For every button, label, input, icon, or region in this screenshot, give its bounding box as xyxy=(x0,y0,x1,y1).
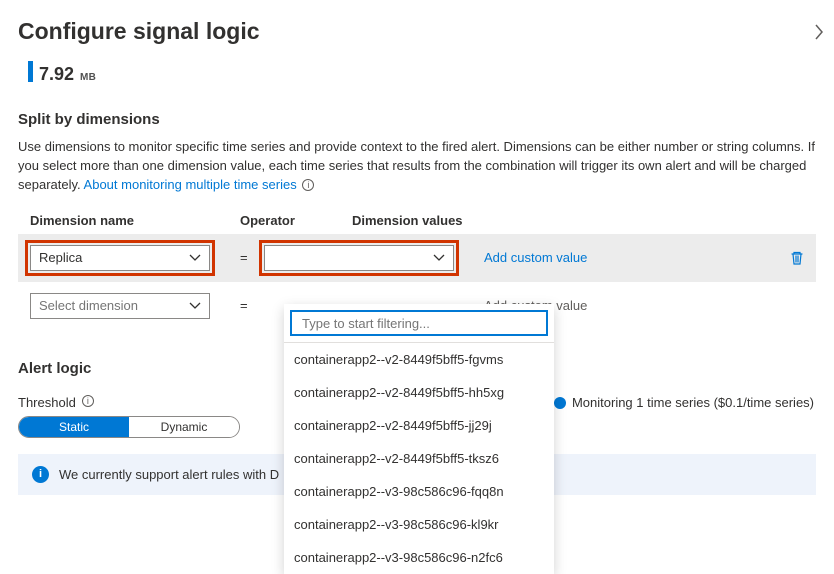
dropdown-filter-input[interactable] xyxy=(290,310,548,336)
dropdown-option[interactable]: containerapp2--v3-98c586c96-fqq8n xyxy=(284,475,554,508)
page-title: Configure signal logic xyxy=(18,18,816,45)
operator-value: = xyxy=(240,250,264,265)
dropdown-option[interactable]: containerapp2--v2-8449f5bff5-hh5xg xyxy=(284,376,554,409)
metric-bar-icon xyxy=(28,61,33,82)
threshold-dynamic-option[interactable]: Dynamic xyxy=(129,417,239,437)
dimension-name-select[interactable]: Select dimension xyxy=(30,293,210,319)
dropdown-option[interactable]: containerapp2--v2-8449f5bff5-jj29j xyxy=(284,409,554,442)
add-custom-value-link[interactable]: Add custom value xyxy=(484,250,587,265)
col-header-name: Dimension name xyxy=(30,213,240,228)
dimension-name-placeholder: Select dimension xyxy=(39,298,138,313)
split-heading: Split by dimensions xyxy=(18,111,816,128)
threshold-toggle: Static Dynamic xyxy=(18,416,240,438)
dimension-name-select[interactable]: Replica xyxy=(30,245,210,271)
metric-summary: 7.92 MB xyxy=(18,59,816,85)
delete-row-button[interactable] xyxy=(790,250,804,266)
info-banner-text: We currently support alert rules with D xyxy=(59,467,279,482)
dropdown-filter-field[interactable] xyxy=(300,315,538,332)
info-icon[interactable]: i xyxy=(302,179,314,191)
legend-dot-icon xyxy=(554,397,566,409)
split-description: Use dimensions to monitor specific time … xyxy=(18,138,816,195)
dropdown-option[interactable]: containerapp2--v3-98c586c96-n2fc6 xyxy=(284,541,554,574)
threshold-static-option[interactable]: Static xyxy=(19,417,129,437)
metric-unit: MB xyxy=(80,72,96,83)
dropdown-option[interactable]: containerapp2--v2-8449f5bff5-fgvms xyxy=(284,343,554,376)
col-header-values: Dimension values xyxy=(352,213,572,228)
dimension-name-value: Replica xyxy=(39,250,82,265)
monitoring-legend: Monitoring 1 time series ($0.1/time seri… xyxy=(554,395,814,410)
threshold-label-text: Threshold xyxy=(18,395,76,410)
chevron-down-icon xyxy=(189,254,201,262)
chevron-down-icon xyxy=(433,254,445,262)
operator-value: = xyxy=(240,298,264,313)
dimension-values-select[interactable] xyxy=(264,245,454,271)
dimension-row: Replica = Add custom value xyxy=(18,234,816,282)
dropdown-option[interactable]: containerapp2--v2-8449f5bff5-tksz6 xyxy=(284,442,554,475)
learn-more-link[interactable]: About monitoring multiple time series xyxy=(84,177,297,192)
metric-value: 7.92 xyxy=(39,64,74,85)
dimension-values-dropdown: containerapp2--v2-8449f5bff5-fgvms conta… xyxy=(284,304,554,574)
info-circle-icon: i xyxy=(32,466,49,483)
info-icon[interactable]: i xyxy=(82,395,94,407)
panel-next-icon[interactable] xyxy=(814,24,824,40)
col-header-op: Operator xyxy=(240,213,352,228)
chevron-down-icon xyxy=(189,302,201,310)
monitoring-legend-text: Monitoring 1 time series ($0.1/time seri… xyxy=(572,395,814,410)
dimension-headers: Dimension name Operator Dimension values xyxy=(18,213,816,234)
dropdown-option[interactable]: containerapp2--v3-98c586c96-kl9kr xyxy=(284,508,554,541)
